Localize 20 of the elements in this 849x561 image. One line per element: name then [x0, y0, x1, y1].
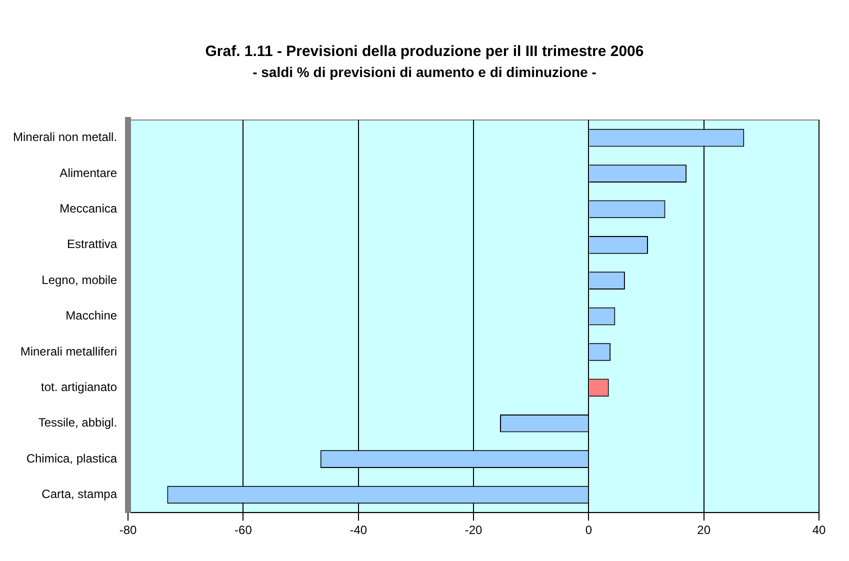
x-tick-label: -40 — [350, 523, 368, 538]
y-tick-label: Chimica, plastica — [26, 451, 118, 466]
y-tick-label: Estrattiva — [67, 237, 118, 252]
chart-title: Graf. 1.11 - Previsioni della produzione per il III trimestre 2006 — [204, 42, 645, 62]
y-tick-label: Tessile, abbigl. — [38, 416, 118, 430]
x-tick-label: 20 — [697, 523, 711, 538]
chart-subtitle: - saldi % di previsioni di aumento e di diminuzione - — [252, 63, 598, 82]
x-tick-label: 40 — [812, 523, 826, 538]
y-tick-label: tot. artigianato — [40, 380, 118, 394]
x-tick-label: -60 — [234, 523, 252, 538]
x-tick-label: -80 — [119, 523, 138, 538]
y-tick-label: Minerali metalliferi — [20, 344, 118, 358]
x-tick-label: -20 — [464, 523, 483, 538]
y-tick-label: Legno, mobile — [42, 272, 118, 287]
y-tick-label: Meccanica — [60, 202, 118, 216]
y-tick-label: Carta, stampa — [42, 487, 118, 502]
y-tick-label: Macchine — [66, 308, 118, 323]
y-tick-label: Alimentare — [60, 166, 118, 180]
x-tick-label: 0 — [585, 523, 592, 538]
y-tick-label: Minerali non metall. — [13, 130, 118, 144]
